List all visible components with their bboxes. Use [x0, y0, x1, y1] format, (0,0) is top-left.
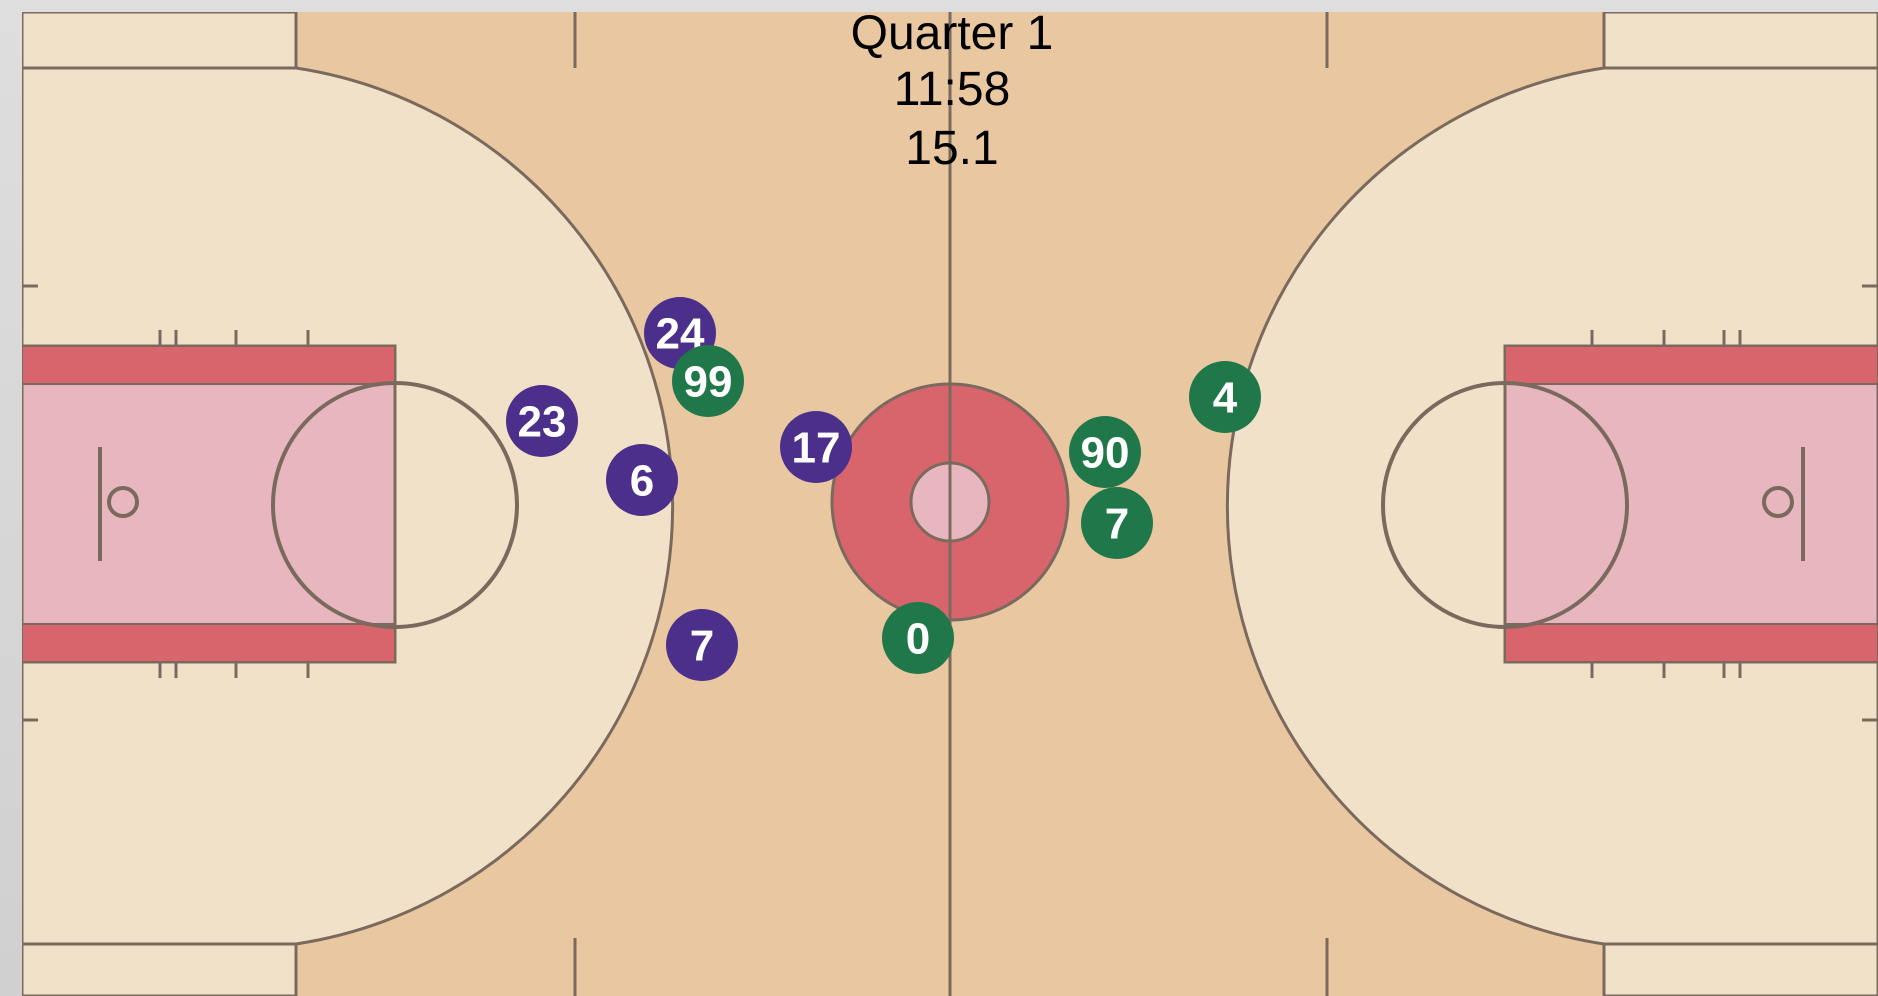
player-number: 7	[690, 622, 714, 671]
player-token	[506, 385, 578, 457]
player-token	[1189, 361, 1261, 433]
right-free-throw-circle	[1381, 381, 1629, 629]
shot-clock: 15.1	[905, 122, 999, 175]
player-marker-home[interactable]: 7	[1081, 487, 1153, 559]
sideline-tick-marks	[22, 12, 1878, 996]
player-marker-home[interactable]: 90	[1069, 416, 1141, 488]
left-top-corner-strip	[22, 12, 298, 70]
player-token	[882, 602, 954, 674]
left-bottom-corner-strip	[22, 942, 298, 996]
right-lane-hash-marks	[1590, 330, 1742, 678]
player-marker-away[interactable]: 23	[506, 385, 578, 457]
player-token	[606, 444, 678, 516]
game-clock: 11:58	[893, 63, 1011, 116]
player-token	[666, 609, 738, 681]
player-marker-home[interactable]: 99	[672, 345, 744, 417]
player-marker-home[interactable]: 0	[882, 602, 954, 674]
left-free-throw-circle	[271, 381, 519, 629]
right-paint-bottom-band	[1504, 623, 1878, 663]
right-paint-top-band	[1504, 345, 1878, 385]
player-number: 99	[684, 358, 733, 407]
player-marker-away[interactable]: 6	[606, 444, 678, 516]
player-number: 4	[1213, 374, 1238, 423]
player-number: 7	[1105, 500, 1129, 549]
right-rim	[1762, 486, 1794, 518]
left-paint-top-band	[22, 345, 396, 385]
player-marker-away[interactable]: 7	[666, 609, 738, 681]
left-rim	[107, 486, 139, 518]
player-number: 6	[630, 457, 654, 506]
left-lane-hash-marks	[158, 330, 310, 678]
player-marker-home[interactable]: 4	[1189, 361, 1261, 433]
player-number: 23	[518, 398, 567, 447]
player-number: 17	[792, 424, 841, 473]
player-token	[1081, 487, 1153, 559]
player-token	[1069, 416, 1141, 488]
player-token	[672, 345, 744, 417]
player-marker-away[interactable]: 17	[780, 411, 852, 483]
right-bottom-corner-strip	[1602, 942, 1878, 996]
player-number: 90	[1081, 429, 1130, 478]
right-top-corner-strip	[1602, 12, 1878, 70]
left-paint-bottom-band	[22, 623, 396, 663]
player-token	[780, 411, 852, 483]
quarter-label: Quarter 1	[850, 7, 1054, 60]
player-number: 0	[906, 615, 930, 664]
